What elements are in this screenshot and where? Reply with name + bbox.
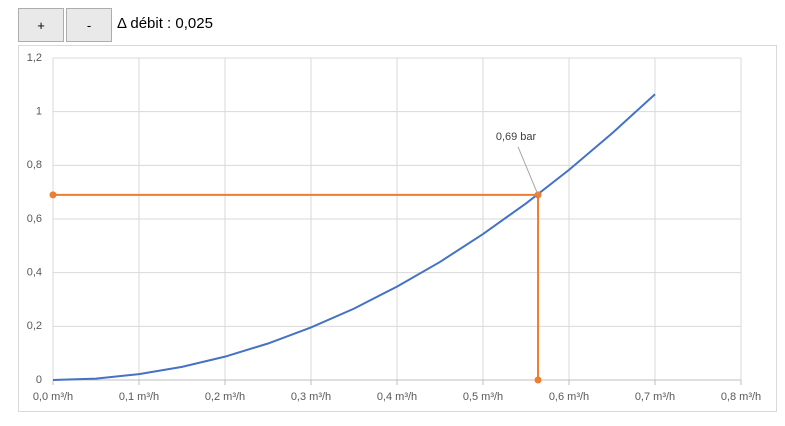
x-tick-label: 0,3 m³/h — [291, 391, 331, 403]
annotation: 0,69 bar — [496, 131, 537, 143]
y-tick-label: 0,8 — [27, 159, 42, 171]
y-tick-label: 0,6 — [27, 213, 42, 225]
y-tick-label: 0 — [36, 374, 42, 386]
x-tick-label: 0,2 m³/h — [205, 391, 245, 403]
series-line — [52, 93, 656, 381]
y-tick-label: 0,2 — [27, 320, 42, 332]
plus-button[interactable]: + — [18, 8, 64, 42]
point-marker — [534, 376, 542, 384]
y-tick-label: 0,4 — [27, 267, 42, 279]
x-tick-label: 0,0 m³/h — [33, 391, 73, 403]
x-tick-label: 0,6 m³/h — [549, 391, 589, 403]
series-line — [53, 193, 540, 380]
x-tick-label: 0,7 m³/h — [635, 391, 675, 403]
x-tick-label: 0,1 m³/h — [119, 391, 159, 403]
y-tick-label: 1,2 — [27, 52, 42, 64]
minus-button[interactable]: - — [66, 8, 112, 42]
point-marker — [49, 191, 57, 199]
annotation-leader — [517, 146, 539, 196]
x-tick-label: 0,8 m³/h — [721, 391, 761, 403]
x-tick-label: 0,5 m³/h — [463, 391, 503, 403]
step-label: Δ débit : 0,025 — [117, 15, 213, 32]
y-tick-label: 1 — [36, 106, 42, 118]
x-tick-label: 0,4 m³/h — [377, 391, 417, 403]
chart-frame — [18, 45, 777, 412]
